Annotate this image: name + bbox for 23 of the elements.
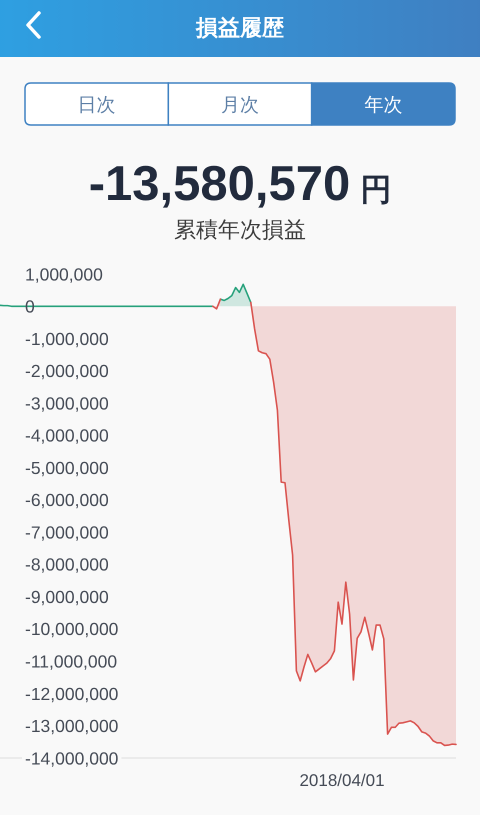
x-tick-label: 2018/04/01 xyxy=(299,771,385,790)
y-tick-label: -7,000,000 xyxy=(25,522,109,542)
text: 年次 xyxy=(364,95,402,116)
text: 日次 xyxy=(78,95,116,116)
y-tick-label: -8,000,000 xyxy=(25,554,109,575)
text: 月次 xyxy=(221,95,259,116)
y-tick-label: -6,000,000 xyxy=(25,490,109,510)
y-tick-label: -10,000,000 xyxy=(25,619,119,640)
y-tick-label: -13,000,000 xyxy=(25,716,119,736)
y-tick-label: -9,000,000 xyxy=(25,586,109,607)
y-tick-label: -12,000,000 xyxy=(25,684,119,704)
y-tick-label: -1,000,000 xyxy=(25,328,109,349)
chart-title: 損益履歴 xyxy=(195,15,284,40)
text: 円 xyxy=(360,172,392,207)
text: -13,580,570 xyxy=(88,157,350,211)
chart-subtitle: 累積年次損益 xyxy=(174,217,306,242)
y-tick-label: 1,000,000 xyxy=(25,264,104,284)
y-tick-label: -4,000,000 xyxy=(25,426,109,446)
y-tick-label: -14,000,000 xyxy=(25,748,119,768)
y-tick-label: -11,000,000 xyxy=(25,652,118,672)
y-tick-label: -5,000,000 xyxy=(25,458,109,478)
y-tick-label: -3,000,000 xyxy=(25,393,109,414)
y-tick-label: -2,000,000 xyxy=(25,361,109,382)
